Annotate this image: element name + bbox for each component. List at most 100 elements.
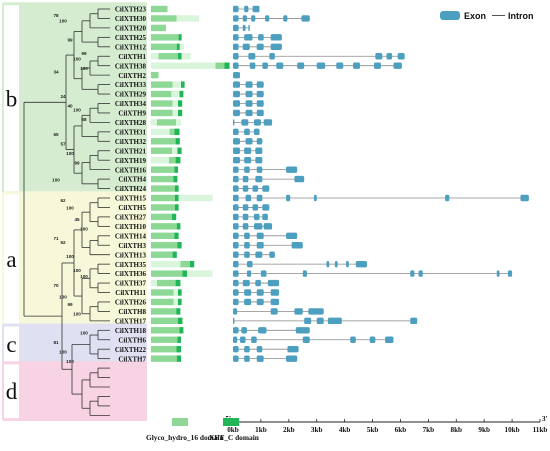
exon-block [255,279,261,287]
exon-block [233,157,240,164]
exon-block [245,81,253,88]
protein-domain-segment [179,327,184,334]
exon-block [520,194,529,202]
exon-block [252,5,260,13]
protein-domain-segment [151,298,174,306]
exon-block [291,242,303,249]
exon-block [244,147,252,154]
protein-domain-segment [176,119,181,126]
exon-block [233,355,239,362]
protein-domain-segment [174,232,179,239]
gene-label: CilXTH7 [118,355,146,363]
exon-block [233,260,239,268]
protein-domain-segment [151,308,177,315]
protein-domain-segment [175,157,181,164]
glyco-legend-label: Glyco_hydro_16 domain [146,433,224,442]
gene-label: CilXTH35 [115,261,147,269]
protein-domain-segment [151,15,177,22]
exon-block [294,308,303,315]
exon-block [397,53,405,60]
exon-block [241,327,247,334]
exon-block [256,232,264,239]
exon-block [256,355,264,362]
exon-block [256,81,264,88]
bootstrap-value: 62 [60,198,66,203]
exon-block [242,185,249,192]
gene-label: CilXTH32 [115,138,147,146]
protein-domain-segment [151,194,175,202]
protein-domain-segment [173,175,178,183]
exon-block [256,242,264,249]
protein-domain-segment [173,298,178,306]
gene-label: CilXTH19 [115,157,147,165]
protein-domain-segment [176,308,181,315]
axis-tick-label: 9kb [478,426,490,434]
bootstrap-value: 100 [66,206,74,211]
exon-legend-label: Exon [464,11,486,21]
bootstrap-value: 99 [81,51,87,56]
bootstrap-value: 100 [73,312,81,317]
exon-block [369,336,376,343]
protein-domain-segment [151,90,172,98]
exon-block [256,289,264,296]
exon-block [256,138,263,145]
exon-block [346,260,349,268]
exon-block [418,270,423,277]
protein-domain-segment [151,204,175,211]
exon-block [302,336,310,343]
axis-tick-label: 1kb [255,426,267,434]
bootstrap-value: 45 [74,217,80,222]
exon-block [233,223,239,230]
gene-label: CilXTH4 [118,176,146,184]
exon-block [262,213,268,221]
exon-block [242,175,249,183]
exon-block [262,204,270,211]
exon-block [244,232,250,239]
exon-block [233,100,240,107]
gene-label: CilXTH21 [115,147,147,155]
protein-domain-segment [151,119,157,126]
protein-domain-segment [178,109,183,117]
protein-domain-segment [172,109,178,117]
exon-block [233,317,235,325]
structure-legend: Exon Intron [440,11,534,21]
exon-block [233,15,239,22]
exon-block [393,62,402,69]
group-bands: b a cd [2,2,147,422]
protein-domain-segment [177,336,181,343]
protein-domain-segment [157,119,177,126]
gene-label: CilXTH29 [115,91,147,99]
protein-domain-segment [151,336,178,343]
exon-block [241,119,249,126]
gene-label: CilXTH36 [115,270,147,278]
protein-domain-segment [176,223,181,230]
exon-block [246,260,253,268]
gene-label: CilXTH20 [115,25,147,33]
protein-domain-segment [151,242,178,249]
protein-domain-segment [151,185,175,192]
exon-block [334,260,338,268]
exon-block [233,279,239,287]
exon-block [242,24,246,32]
protein-domain-segment [151,157,169,164]
exon-block [233,34,239,41]
group-band-d [3,361,147,422]
exon-block [286,355,298,362]
exon-block [252,204,259,211]
protein-domain-segment [157,279,176,287]
bootstrap-value: 52 [60,240,66,245]
exon-block [308,308,324,315]
exon-block [316,62,326,69]
protein-domain-segment [178,194,213,202]
three-prime-label: 3' [542,415,548,423]
exon-block [258,34,264,41]
exon-block [263,223,273,230]
protein-domain-segment [151,232,175,239]
protein-domain-segment [176,43,180,50]
group-band-b [3,2,147,195]
exon-block [256,166,263,173]
protein-domain-segment [215,62,225,69]
exon-block [233,90,240,98]
group-letter-b: b [6,86,18,111]
